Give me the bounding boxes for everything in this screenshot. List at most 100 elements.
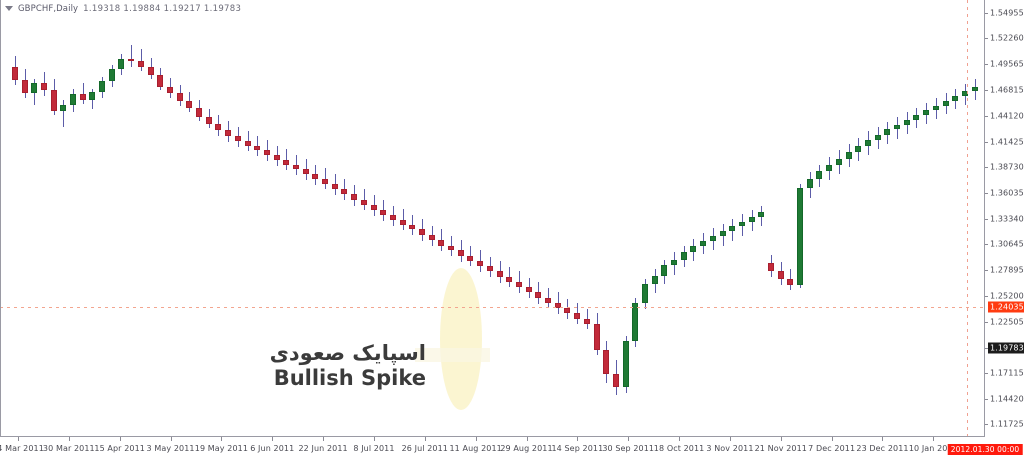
candle-wick [63, 99, 64, 127]
price-axis-label: 1.27895 [990, 265, 1024, 275]
candle-body-bullish [855, 145, 861, 153]
date-tick [628, 437, 630, 441]
candle-body-bearish [264, 150, 270, 156]
candle-body-bullish [89, 92, 95, 100]
candle-body-bearish [613, 373, 619, 388]
date-tick [272, 437, 274, 441]
candle-body-bearish [594, 323, 600, 351]
candle-body-bullish [642, 283, 648, 303]
candle-body-bullish [816, 171, 822, 179]
candle-body-bullish [807, 178, 813, 189]
candle-body-bearish [177, 93, 183, 101]
date-axis-label: 14 Sep 2011 [551, 444, 604, 453]
candle-body-bullish [739, 221, 745, 227]
price-tick [985, 192, 988, 194]
candle-body-bullish [710, 236, 716, 241]
ohlc-values: 1.19318 1.19884 1.19217 1.19783 [83, 3, 242, 14]
price-axis-label: 1.11725 [990, 419, 1024, 429]
candle-body-bearish [332, 183, 338, 190]
price-axis-label: 1.38730 [990, 162, 1024, 172]
price-tick [985, 347, 988, 349]
date-tick [679, 437, 681, 441]
date-tick [831, 437, 833, 441]
support-level-line [0, 307, 984, 309]
candle-body-bearish [138, 60, 144, 67]
candle-body-bullish [894, 124, 900, 130]
candle-body-bullish [972, 86, 978, 92]
date-tick [475, 437, 477, 441]
price-axis[interactable]: 1.54955 1.52260 1.49565 1.46815 1.44120 1.414… [984, 0, 1024, 437]
candle-body-bearish [274, 155, 280, 160]
price-axis-label: 1.36035 [990, 188, 1024, 198]
candle-body-bullish [690, 245, 696, 253]
candle-body-bullish [623, 340, 629, 388]
candle-body-bullish [758, 212, 764, 217]
price-axis-label: 1.41425 [990, 137, 1024, 147]
triangle-down-icon[interactable] [5, 6, 13, 11]
date-tick [68, 437, 70, 441]
date-tick [424, 437, 426, 441]
candle-body-bearish [128, 59, 134, 62]
candle-body-bearish [51, 90, 57, 112]
price-tick [985, 295, 988, 297]
date-tick [18, 437, 19, 441]
candle-body-bearish [293, 164, 299, 170]
candle-wick [131, 44, 132, 67]
candle-body-bearish [564, 308, 570, 314]
candle-wick [364, 189, 365, 211]
date-tick [323, 437, 325, 441]
candle-body-bearish [245, 140, 251, 146]
annotation-highlight-band [415, 348, 490, 362]
date-axis-label: 15 Apr 2011 [94, 444, 145, 453]
date-axis-label: 19 May 2011 [194, 444, 249, 453]
price-tick [985, 167, 988, 169]
candle-body-bullish [846, 152, 852, 159]
price-tick [985, 270, 988, 272]
date-axis-label: 6 Jun 2011 [250, 444, 295, 453]
candle-body-bearish [167, 86, 173, 94]
candle-body-bearish [545, 297, 551, 303]
candle-body-bearish [419, 229, 425, 236]
candle-body-bullish [826, 164, 832, 172]
price-tick [985, 218, 988, 220]
candle-body-bearish [467, 255, 473, 261]
date-tick [170, 437, 172, 441]
candle-body-bullish [60, 104, 66, 112]
candle-body-bearish [157, 75, 163, 87]
date-axis-label: 7 Dec 2011 [808, 444, 856, 453]
candle-body-bullish [884, 129, 890, 136]
candle-body-bullish [31, 82, 37, 94]
price-tick [985, 321, 988, 323]
price-axis-label: 1.54955 [990, 8, 1024, 18]
price-axis-label: 1.14420 [990, 394, 1024, 404]
candle-body-bearish [303, 169, 309, 175]
candle-body-bearish [148, 66, 154, 76]
candle-body-bearish [458, 250, 464, 256]
date-axis-label: 18 Oct 2011 [653, 444, 705, 453]
price-tick [985, 12, 988, 14]
date-tick [729, 437, 731, 441]
candle-body-bullish [865, 139, 871, 146]
candle-wick [83, 82, 84, 104]
candle-body-bearish [497, 271, 503, 277]
date-axis-label: 3 May 2011 [146, 444, 195, 453]
price-axis-label: 1.17115 [990, 368, 1024, 378]
plot-area[interactable]: اسپایک صعودی Bullish Spike [0, 0, 984, 437]
candle-body-bearish [787, 278, 793, 285]
date-axis-label: 14 Mar 2011 [0, 444, 44, 453]
candle-body-bullish [836, 158, 842, 165]
candle-body-bearish [584, 318, 590, 324]
candle-body-bullish [720, 231, 726, 236]
candle-body-bullish [70, 94, 76, 105]
candle-body-bullish [700, 240, 706, 246]
candle-body-bearish [196, 107, 202, 118]
candle-body-bullish [729, 226, 735, 232]
candle-body-bearish [341, 189, 347, 195]
price-axis-label: 1.30645 [990, 239, 1024, 249]
candle-body-bearish [409, 224, 415, 230]
candle-body-bearish [526, 287, 532, 293]
candle-body-bullish [681, 252, 687, 260]
candle-body-bearish [438, 239, 444, 246]
